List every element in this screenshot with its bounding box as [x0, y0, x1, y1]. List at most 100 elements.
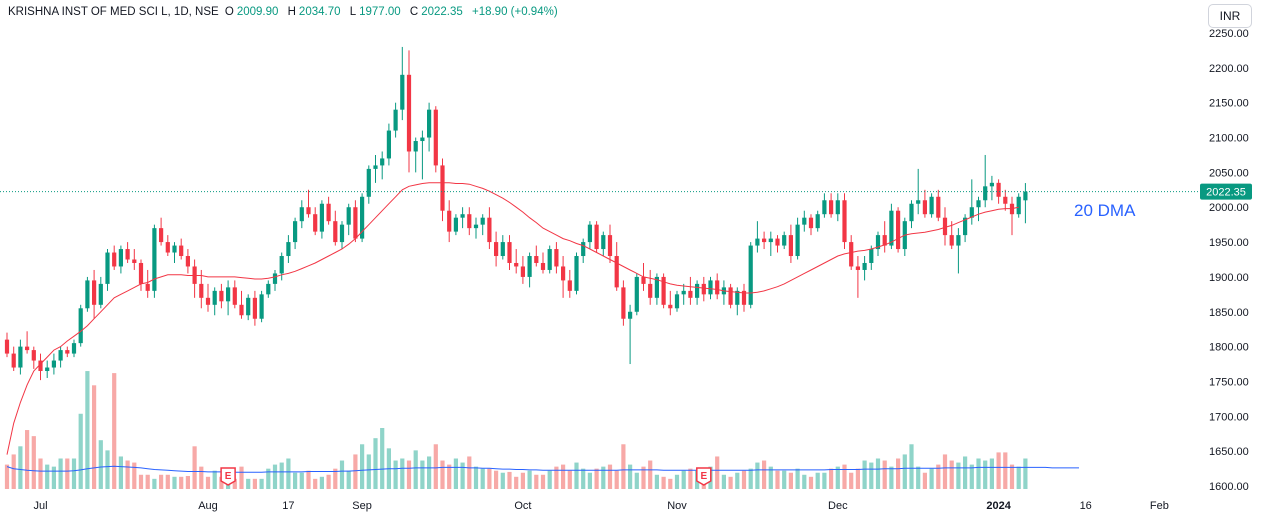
candle-body: [440, 165, 445, 211]
candle-body: [366, 168, 371, 197]
x-tick-label: Dec: [828, 500, 848, 512]
candle-body: [25, 346, 30, 351]
volume-bar: [782, 470, 787, 489]
volume-bar: [614, 470, 619, 489]
volume-bar: [983, 460, 988, 489]
volume-bars: [4, 371, 1028, 489]
volume-bar: [601, 466, 606, 489]
earnings-shield: [220, 467, 236, 486]
candle: [956, 228, 961, 274]
moving-average: [6, 182, 1019, 455]
candle-body: [406, 74, 412, 152]
volume-bar: [688, 468, 693, 489]
candle: [668, 290, 673, 316]
volume-bar: [788, 472, 793, 489]
volume-bar: [85, 371, 90, 489]
candle-body: [226, 287, 231, 302]
candle-body: [728, 287, 733, 305]
candle: [373, 154, 378, 183]
candle-body: [400, 74, 405, 110]
volume-bar: [65, 458, 70, 489]
ma-line: [6, 182, 1019, 455]
volume-bar: [594, 468, 599, 489]
volume-bar: [634, 472, 639, 489]
candle: [842, 193, 847, 250]
candle-body: [1003, 196, 1008, 204]
volume-bar: [628, 464, 633, 489]
volume-bar: [98, 440, 103, 489]
x-tick-label: Feb: [1150, 500, 1169, 512]
candle-body: [433, 109, 438, 166]
candle-body: [92, 280, 97, 305]
candle-body: [326, 203, 331, 222]
candle-body: [460, 214, 465, 218]
volume-bar: [802, 474, 807, 489]
candle: [105, 249, 110, 291]
candle: [259, 290, 264, 323]
candle: [51, 353, 56, 375]
candle-body: [138, 262, 144, 284]
volume-bar: [875, 458, 881, 489]
candle-body: [199, 283, 204, 298]
candle: [587, 221, 592, 250]
candle-body: [715, 280, 720, 295]
candle: [380, 151, 385, 180]
candle: [574, 252, 579, 295]
candle-body: [18, 346, 23, 368]
candle: [473, 217, 479, 239]
volume-bar: [112, 373, 117, 489]
candle-body: [668, 304, 673, 309]
candle: [333, 210, 338, 246]
candle-body: [145, 283, 150, 291]
candle: [467, 207, 472, 236]
candle: [581, 238, 586, 263]
volume-bar: [212, 470, 217, 489]
volume-bar: [561, 464, 566, 489]
volume-bar: [373, 438, 378, 489]
volume-bar: [735, 472, 740, 489]
candle-body: [540, 262, 546, 270]
candle: [775, 235, 780, 253]
candle-body: [561, 266, 566, 281]
candle-body: [98, 283, 103, 305]
candle-body: [701, 283, 706, 295]
candle-body: [654, 276, 659, 298]
candle-body: [815, 214, 820, 229]
candle: [835, 193, 840, 222]
candle-body: [936, 196, 941, 218]
volume-bar: [393, 460, 398, 489]
candle: [192, 259, 197, 298]
volume-bar: [31, 436, 36, 489]
candle-body: [574, 256, 579, 291]
candle-body: [634, 276, 639, 312]
volume-bar: [587, 472, 592, 489]
volume-bar: [949, 460, 954, 489]
volume-bar: [45, 464, 50, 489]
candle: [715, 273, 720, 300]
x-tick-label: 2024: [986, 500, 1011, 512]
candle-body: [594, 224, 599, 250]
candle: [695, 280, 700, 305]
volume-bar: [929, 468, 934, 489]
candle: [339, 221, 345, 250]
y-tick-label: 1650.00: [1209, 446, 1249, 458]
candle-body: [467, 214, 472, 229]
candle: [989, 175, 994, 201]
volume-bar: [145, 474, 150, 489]
candle-body: [393, 109, 398, 131]
volume-bar: [547, 470, 552, 489]
candle: [802, 210, 807, 232]
volume-bar: [313, 478, 318, 489]
candle-body: [661, 276, 666, 305]
volume-bar: [882, 460, 887, 489]
volume-bar: [219, 476, 224, 489]
volume-bar: [916, 466, 921, 489]
currency-selector[interactable]: INR: [1208, 4, 1252, 28]
candle: [18, 339, 23, 375]
candle-body: [259, 294, 264, 319]
y-tick-label: 2000.00: [1209, 202, 1249, 214]
candle: [172, 242, 177, 263]
candle-body: [58, 350, 63, 361]
volume-bar: [607, 464, 613, 489]
